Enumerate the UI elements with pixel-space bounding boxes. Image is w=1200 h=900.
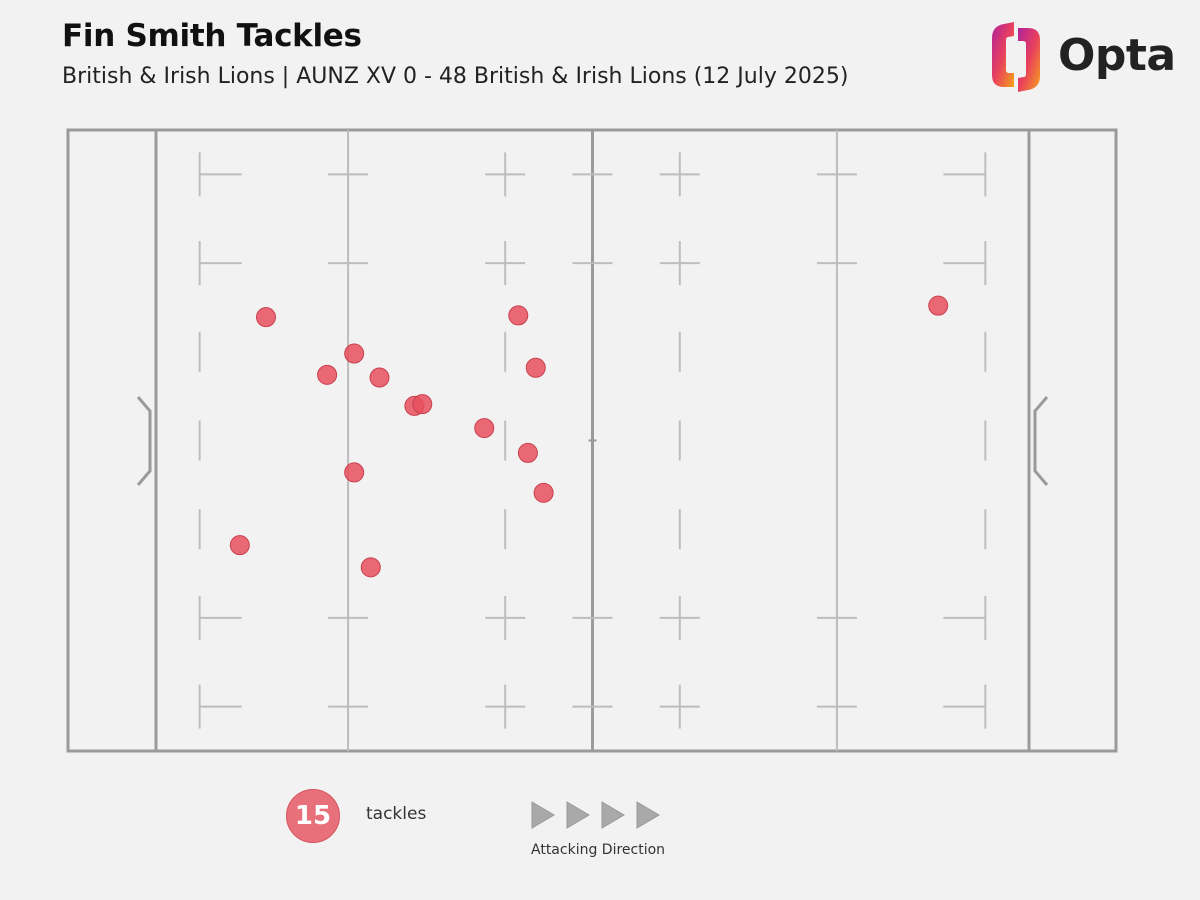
goal-post — [136, 396, 152, 486]
triangle-arrow-right-icon — [531, 801, 555, 829]
tackle-count-badge: 15 — [286, 789, 340, 843]
tackle-point — [533, 482, 554, 503]
tackle-point — [255, 307, 276, 328]
tackle-count-label: tackles — [366, 804, 427, 824]
chart-subtitle: British & Irish Lions | AUNZ XV 0 - 48 B… — [62, 64, 849, 89]
opta-logo-text: Opta — [1058, 30, 1176, 81]
triangle-arrow-right-icon — [566, 801, 590, 829]
pitch-lines — [66, 128, 1118, 753]
attacking-direction-label: Attacking Direction — [531, 842, 666, 858]
goal-posts-right — [1033, 396, 1049, 486]
goal-posts-left — [136, 396, 152, 486]
tackle-point — [474, 418, 495, 439]
attacking-direction-arrows — [531, 801, 660, 829]
tackle-point — [412, 394, 433, 415]
tackle-point — [928, 295, 949, 316]
tackle-point — [344, 462, 365, 483]
triangle-arrow-right-icon — [636, 801, 660, 829]
chart-title: Fin Smith Tackles — [62, 18, 362, 54]
tackle-point — [525, 357, 546, 378]
triangle-arrow-right-icon — [601, 801, 625, 829]
tackle-point — [369, 367, 390, 388]
tackle-point — [317, 364, 338, 385]
tackle-points — [229, 295, 949, 578]
goal-post — [1033, 396, 1049, 486]
pitch-marks — [198, 152, 987, 729]
tackle-point — [229, 535, 250, 556]
tackle-point — [517, 442, 538, 463]
tackle-point — [360, 557, 381, 578]
tackle-point — [344, 343, 365, 364]
tackle-point — [508, 305, 529, 326]
opta-logo-icon — [992, 22, 1040, 92]
